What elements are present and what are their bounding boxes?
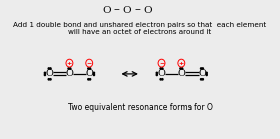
Text: O: O (177, 69, 185, 78)
Text: O: O (158, 69, 165, 78)
Circle shape (160, 68, 161, 69)
Text: −: − (87, 61, 92, 66)
Text: 3: 3 (188, 106, 192, 111)
Circle shape (200, 79, 202, 80)
Text: O: O (123, 6, 131, 15)
Circle shape (206, 74, 207, 76)
Circle shape (162, 68, 163, 69)
Circle shape (88, 79, 89, 80)
Circle shape (180, 68, 181, 69)
Text: O: O (143, 6, 152, 15)
Circle shape (48, 68, 49, 69)
Text: −: − (159, 61, 164, 66)
Circle shape (50, 79, 51, 80)
Circle shape (202, 79, 204, 80)
Text: O: O (102, 6, 111, 15)
Text: –: – (134, 3, 140, 16)
Circle shape (50, 68, 51, 69)
Text: +: + (67, 61, 72, 66)
Text: Two equivalent resonance forms for O: Two equivalent resonance forms for O (67, 103, 213, 112)
Circle shape (44, 72, 46, 74)
Circle shape (156, 72, 157, 74)
Circle shape (160, 79, 161, 80)
Text: Add 1 double bond and unshared electron pairs so that  each element: Add 1 double bond and unshared electron … (13, 22, 267, 28)
Circle shape (200, 68, 202, 69)
Circle shape (202, 68, 204, 69)
Circle shape (70, 68, 71, 69)
Circle shape (93, 74, 95, 76)
Circle shape (90, 68, 91, 69)
Circle shape (206, 72, 207, 74)
Circle shape (162, 79, 163, 80)
Circle shape (44, 74, 46, 76)
Circle shape (156, 74, 157, 76)
Text: +: + (179, 61, 184, 66)
Text: O: O (46, 69, 53, 78)
Circle shape (181, 68, 183, 69)
Circle shape (88, 68, 89, 69)
Text: O: O (85, 69, 93, 78)
Circle shape (68, 68, 69, 69)
Text: O: O (198, 69, 206, 78)
Text: –: – (114, 3, 120, 16)
Circle shape (93, 72, 95, 74)
Circle shape (48, 79, 49, 80)
Text: will have an octet of electrons around it: will have an octet of electrons around i… (68, 29, 212, 35)
Circle shape (90, 79, 91, 80)
Text: O: O (66, 69, 73, 78)
